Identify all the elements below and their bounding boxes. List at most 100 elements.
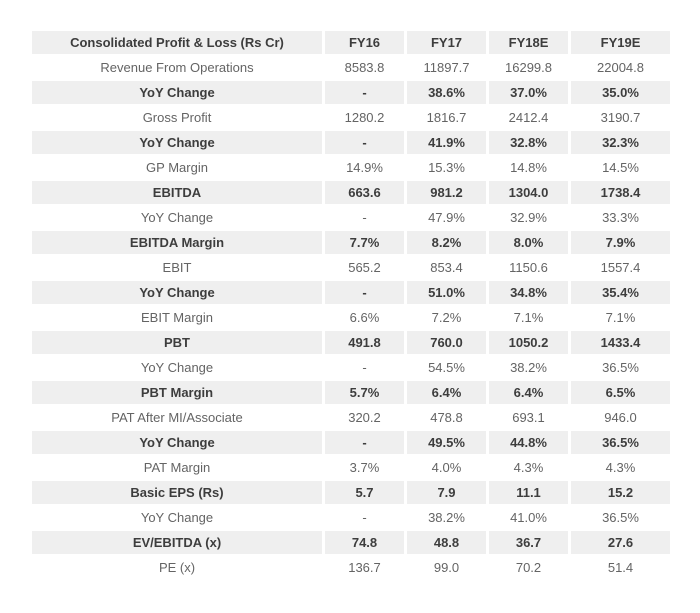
table-row: YoY Change -47.9% 32.9% 33.3% bbox=[32, 206, 670, 229]
cell-value: 7.9% bbox=[571, 231, 670, 254]
row-label: EBITDA Margin bbox=[32, 231, 322, 254]
cell-value: 49.5% bbox=[407, 431, 486, 454]
row-label: PAT After MI/Associate bbox=[32, 406, 322, 429]
cell-value: 36.5% bbox=[571, 356, 670, 379]
cell-value: 1280.2 bbox=[325, 106, 404, 129]
cell-value: 16299.8 bbox=[489, 56, 568, 79]
cell-value: 38.6% bbox=[407, 81, 486, 104]
cell-value: 6.6% bbox=[325, 306, 404, 329]
cell-value: 35.0% bbox=[571, 81, 670, 104]
table-row: EBITDA 663.6 981.2 1304.0 1738.4 bbox=[32, 181, 670, 204]
cell-value: 51.0% bbox=[407, 281, 486, 304]
cell-value: 14.8% bbox=[489, 156, 568, 179]
row-label: PBT bbox=[32, 331, 322, 354]
table-row: EBITDA Margin 7.7% 8.2% 8.0% 7.9% bbox=[32, 231, 670, 254]
cell-value: 54.5% bbox=[407, 356, 486, 379]
cell-value: 11897.7 bbox=[407, 56, 486, 79]
row-label: EBIT Margin bbox=[32, 306, 322, 329]
cell-value: 4.0% bbox=[407, 456, 486, 479]
cell-value: 6.5% bbox=[571, 381, 670, 404]
cell-value: 981.2 bbox=[407, 181, 486, 204]
table-row: Gross Profit 1280.2 1816.7 2412.4 3190.7 bbox=[32, 106, 670, 129]
table-row: PAT Margin 3.7% 4.0% 4.3% 4.3% bbox=[32, 456, 670, 479]
table-row: YoY Change -41.9% 32.8% 32.3% bbox=[32, 131, 670, 154]
row-label: Revenue From Operations bbox=[32, 56, 322, 79]
cell-value: 70.2 bbox=[489, 556, 568, 579]
cell-value: 136.7 bbox=[325, 556, 404, 579]
table-row: EBIT Margin 6.6% 7.2% 7.1% 7.1% bbox=[32, 306, 670, 329]
cell-value: 1738.4 bbox=[571, 181, 670, 204]
cell-value: 32.3% bbox=[571, 131, 670, 154]
cell-value: - bbox=[325, 81, 404, 104]
table-row: PBT 491.8 760.0 1050.2 1433.4 bbox=[32, 331, 670, 354]
row-label: YoY Change bbox=[32, 356, 322, 379]
cell-value: 3.7% bbox=[325, 456, 404, 479]
table-row: YoY Change -38.2% 41.0% 36.5% bbox=[32, 506, 670, 529]
profit-and-loss-table: Consolidated Profit & Loss (Rs Cr) FY16 … bbox=[29, 29, 673, 581]
column-header-fy17: FY17 bbox=[407, 31, 486, 54]
cell-value: 7.1% bbox=[489, 306, 568, 329]
cell-value: - bbox=[325, 131, 404, 154]
cell-value: 7.2% bbox=[407, 306, 486, 329]
cell-value: 1150.6 bbox=[489, 256, 568, 279]
table-row: YoY Change -38.6% 37.0% 35.0% bbox=[32, 81, 670, 104]
cell-value: 7.1% bbox=[571, 306, 670, 329]
row-label: YoY Change bbox=[32, 206, 322, 229]
cell-value: 663.6 bbox=[325, 181, 404, 204]
table-row: Basic EPS (Rs) 5.7 7.9 11.1 15.2 bbox=[32, 481, 670, 504]
cell-value: 37.0% bbox=[489, 81, 568, 104]
row-label: YoY Change bbox=[32, 131, 322, 154]
cell-value: 15.2 bbox=[571, 481, 670, 504]
table-header-row: Consolidated Profit & Loss (Rs Cr) FY16 … bbox=[32, 31, 670, 54]
cell-value: 8.2% bbox=[407, 231, 486, 254]
cell-value: 38.2% bbox=[489, 356, 568, 379]
table-body: Revenue From Operations 8583.8 11897.7 1629… bbox=[32, 56, 670, 579]
table-row: GP Margin 14.9% 15.3% 14.8% 14.5% bbox=[32, 156, 670, 179]
cell-value: 36.5% bbox=[571, 431, 670, 454]
row-label: PE (x) bbox=[32, 556, 322, 579]
cell-value: 1050.2 bbox=[489, 331, 568, 354]
cell-value: 6.4% bbox=[407, 381, 486, 404]
cell-value: 7.9 bbox=[407, 481, 486, 504]
cell-value: 36.7 bbox=[489, 531, 568, 554]
cell-value: - bbox=[325, 356, 404, 379]
cell-value: 946.0 bbox=[571, 406, 670, 429]
table-row: YoY Change -49.5% 44.8% 36.5% bbox=[32, 431, 670, 454]
cell-value: - bbox=[325, 431, 404, 454]
cell-value: 34.8% bbox=[489, 281, 568, 304]
cell-value: 3190.7 bbox=[571, 106, 670, 129]
cell-value: - bbox=[325, 281, 404, 304]
cell-value: 41.9% bbox=[407, 131, 486, 154]
cell-value: 491.8 bbox=[325, 331, 404, 354]
cell-value: 4.3% bbox=[489, 456, 568, 479]
cell-value: 478.8 bbox=[407, 406, 486, 429]
table-row: PBT Margin 5.7% 6.4% 6.4% 6.5% bbox=[32, 381, 670, 404]
cell-value: 22004.8 bbox=[571, 56, 670, 79]
cell-value: 44.8% bbox=[489, 431, 568, 454]
cell-value: 1433.4 bbox=[571, 331, 670, 354]
row-label: GP Margin bbox=[32, 156, 322, 179]
cell-value: 853.4 bbox=[407, 256, 486, 279]
table-title: Consolidated Profit & Loss (Rs Cr) bbox=[32, 31, 322, 54]
cell-value: 51.4 bbox=[571, 556, 670, 579]
table-row: YoY Change -51.0% 34.8% 35.4% bbox=[32, 281, 670, 304]
column-header-fy19e: FY19E bbox=[571, 31, 670, 54]
cell-value: 2412.4 bbox=[489, 106, 568, 129]
row-label: PBT Margin bbox=[32, 381, 322, 404]
table-row: PAT After MI/Associate 320.2 478.8 693.1 946… bbox=[32, 406, 670, 429]
table-row: PE (x) 136.7 99.0 70.2 51.4 bbox=[32, 556, 670, 579]
cell-value: 38.2% bbox=[407, 506, 486, 529]
cell-value: 99.0 bbox=[407, 556, 486, 579]
column-header-fy16: FY16 bbox=[325, 31, 404, 54]
table-row: YoY Change -54.5% 38.2% 36.5% bbox=[32, 356, 670, 379]
cell-value: 7.7% bbox=[325, 231, 404, 254]
cell-value: 5.7 bbox=[325, 481, 404, 504]
cell-value: 47.9% bbox=[407, 206, 486, 229]
row-label: YoY Change bbox=[32, 281, 322, 304]
cell-value: 27.6 bbox=[571, 531, 670, 554]
cell-value: 1304.0 bbox=[489, 181, 568, 204]
cell-value: 693.1 bbox=[489, 406, 568, 429]
row-label: EV/EBITDA (x) bbox=[32, 531, 322, 554]
row-label: EBIT bbox=[32, 256, 322, 279]
cell-value: 5.7% bbox=[325, 381, 404, 404]
